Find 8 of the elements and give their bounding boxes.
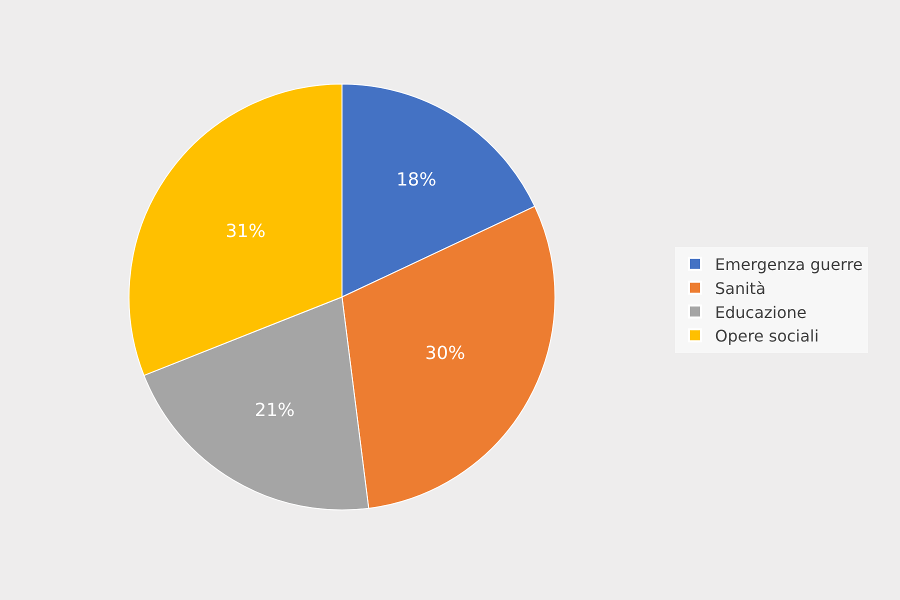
data-label: 31% bbox=[226, 220, 266, 242]
data-label: 18% bbox=[396, 169, 436, 190]
data-label: 30% bbox=[425, 343, 466, 364]
legend-label: Educazione bbox=[715, 302, 807, 322]
legend-label: Sanità bbox=[715, 278, 766, 298]
data-label: 21% bbox=[254, 400, 295, 422]
legend-label: Opere sociali bbox=[715, 326, 819, 346]
legend-label: Emergenza guerre bbox=[715, 255, 863, 274]
